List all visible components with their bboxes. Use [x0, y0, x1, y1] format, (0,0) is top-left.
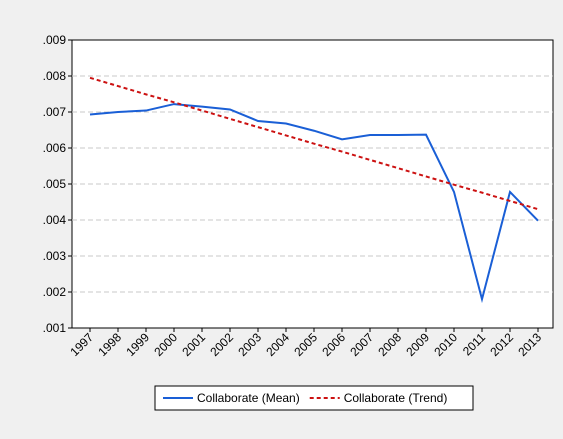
y-tick-label: .003	[43, 249, 67, 263]
y-tick-label: .008	[43, 69, 67, 83]
y-tick-label: .004	[43, 213, 67, 227]
series-line	[89, 76, 539, 211]
y-tick-label: .001	[43, 321, 67, 335]
y-tick-label: .005	[43, 177, 67, 191]
legend-label: Collaborate (Mean)	[197, 391, 300, 405]
y-tick-label: .007	[43, 105, 67, 119]
legend-box	[154, 385, 474, 411]
y-tick-label: .002	[43, 285, 67, 299]
series-line	[89, 103, 539, 304]
legend-label: Collaborate (Trend)	[344, 391, 448, 405]
y-tick-label: .006	[43, 141, 67, 155]
y-tick-label: .009	[43, 33, 67, 47]
